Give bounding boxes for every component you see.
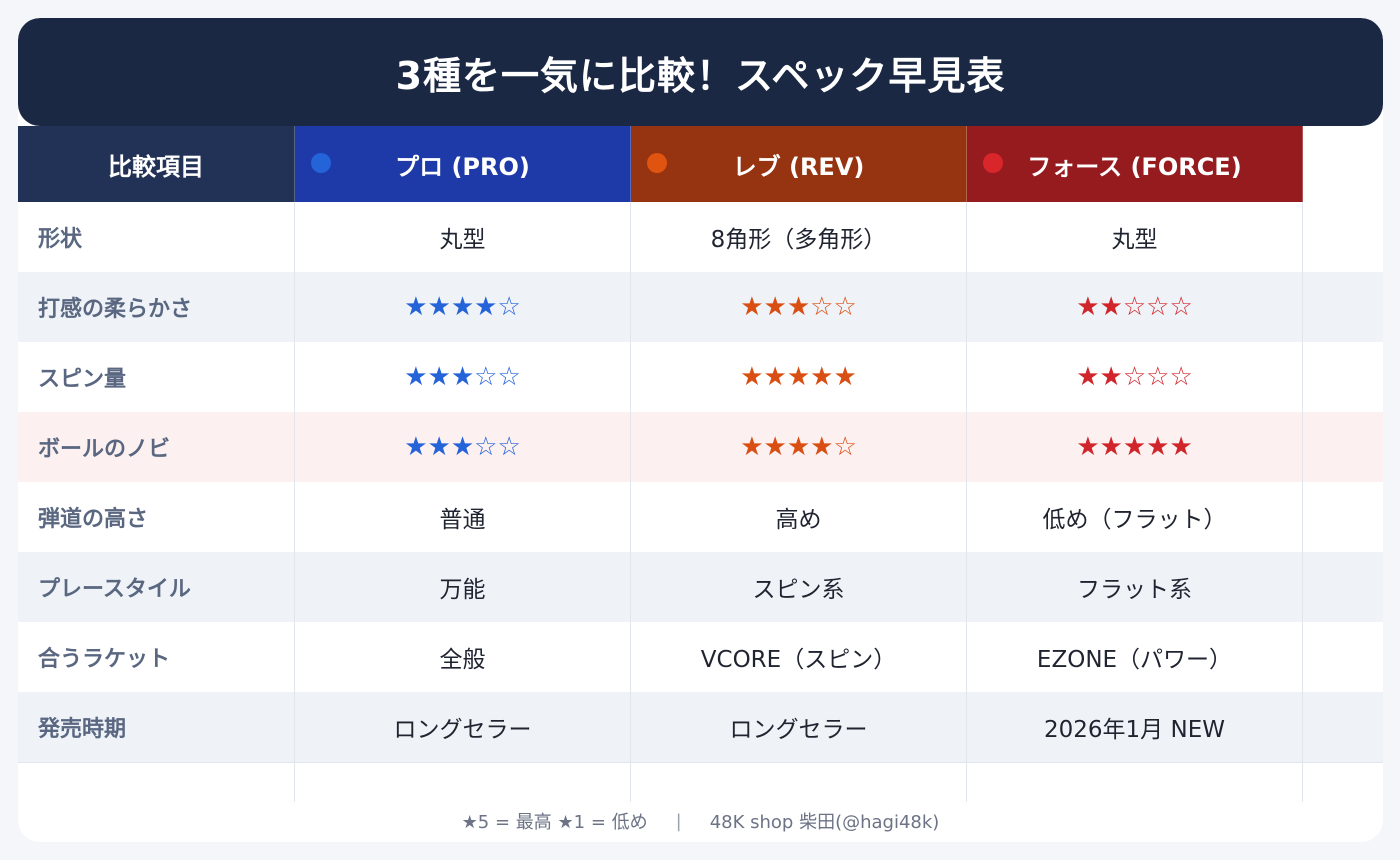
rev-rating: ★★★★☆ — [631, 412, 967, 482]
table-row-trajectory: 弾道の高さ 普通 高め 低め（フラット） — [18, 482, 1383, 552]
pro-value: 丸型 — [295, 202, 631, 272]
row-label: 打感の柔らかさ — [18, 272, 295, 342]
force-rating: ★★★★★ — [967, 412, 1303, 482]
pro-rating: ★★★☆☆ — [295, 412, 631, 482]
row-label: 合うラケット — [18, 622, 295, 692]
pro-rating: ★★★★☆ — [295, 272, 631, 342]
force-dot-icon — [983, 153, 1003, 173]
pro-value: 万能 — [295, 552, 631, 622]
row-spacer — [1303, 552, 1383, 622]
blank-cell — [967, 762, 1303, 802]
header-rev-label: レブ (REV) — [732, 152, 865, 181]
rev-stars-icon: ★★★★☆ — [740, 432, 857, 462]
row-spacer — [1303, 692, 1383, 762]
rev-stars-icon: ★★★☆☆ — [740, 292, 857, 322]
pro-stars-icon: ★★★☆☆ — [404, 362, 521, 392]
header-rev: レブ (REV) — [631, 126, 967, 202]
header-force-label: フォース (FORCE) — [1027, 152, 1242, 181]
row-spacer — [1303, 342, 1383, 412]
spec-comparison-card: 3種を一気に比較！スペック早見表 比較項目 プロ (PRO) レブ (REV) … — [18, 18, 1383, 842]
rev-value: スピン系 — [631, 552, 967, 622]
force-rating: ★★☆☆☆ — [967, 342, 1303, 412]
force-stars-icon: ★★☆☆☆ — [1076, 292, 1193, 322]
footer: ★5 = 最高 ★1 = 低め | 48K shop 柴田(@hagi48k) — [18, 806, 1383, 836]
rev-dot-icon — [647, 153, 667, 173]
pro-value: 全般 — [295, 622, 631, 692]
comparison-table: 比較項目 プロ (PRO) レブ (REV) フォース (FORCE) 形状 丸… — [18, 126, 1383, 802]
rev-rating: ★★★★★ — [631, 342, 967, 412]
row-label: 弾道の高さ — [18, 482, 295, 552]
force-value: 丸型 — [967, 202, 1303, 272]
pro-stars-icon: ★★★☆☆ — [404, 432, 521, 462]
row-spacer — [1303, 622, 1383, 692]
pro-dot-icon — [311, 153, 331, 173]
rev-value: ロングセラー — [631, 692, 967, 762]
header-label: 比較項目 — [18, 126, 295, 202]
rev-rating: ★★★☆☆ — [631, 272, 967, 342]
table-row-spin: スピン量 ★★★☆☆ ★★★★★ ★★☆☆☆ — [18, 342, 1383, 412]
force-value: EZONE（パワー） — [967, 622, 1303, 692]
pro-rating: ★★★☆☆ — [295, 342, 631, 412]
shop-credit: 48K shop 柴田(@hagi48k) — [709, 812, 940, 833]
header-pro: プロ (PRO) — [295, 126, 631, 202]
row-spacer — [1303, 202, 1383, 272]
header-pro-label: プロ (PRO) — [395, 152, 530, 181]
rev-value: 高め — [631, 482, 967, 552]
blank-cell — [295, 762, 631, 802]
title-bar: 3種を一気に比較！スペック早見表 — [18, 18, 1383, 126]
row-label: プレースタイル — [18, 552, 295, 622]
force-value: フラット系 — [967, 552, 1303, 622]
pro-value: ロングセラー — [295, 692, 631, 762]
pro-value: 普通 — [295, 482, 631, 552]
table-blank-row — [18, 762, 1383, 802]
row-label: 発売時期 — [18, 692, 295, 762]
row-spacer — [1303, 482, 1383, 552]
table-row-ball-carry: ボールのノビ ★★★☆☆ ★★★★☆ ★★★★★ — [18, 412, 1383, 482]
row-label: スピン量 — [18, 342, 295, 412]
header-force: フォース (FORCE) — [967, 126, 1303, 202]
table-row-release: 発売時期 ロングセラー ロングセラー 2026年1月 NEW — [18, 692, 1383, 762]
header-spacer — [1303, 126, 1383, 202]
rev-stars-icon: ★★★★★ — [740, 362, 857, 392]
row-label: ボールのノビ — [18, 412, 295, 482]
rating-legend: ★5 = 最高 ★1 = 低め — [461, 812, 648, 833]
page-title: 3種を一気に比較！スペック早見表 — [395, 53, 1006, 98]
row-spacer — [1303, 272, 1383, 342]
row-spacer — [1303, 412, 1383, 482]
blank-cell — [1303, 762, 1383, 802]
rev-value: VCORE（スピン） — [631, 622, 967, 692]
table-header-row: 比較項目 プロ (PRO) レブ (REV) フォース (FORCE) — [18, 126, 1383, 202]
blank-cell — [18, 762, 295, 802]
blank-cell — [631, 762, 967, 802]
pro-stars-icon: ★★★★☆ — [404, 292, 521, 322]
force-value: 低め（フラット） — [967, 482, 1303, 552]
rev-value: 8角形（多角形） — [631, 202, 967, 272]
footer-separator: | — [675, 810, 682, 832]
table-row-play-style: プレースタイル 万能 スピン系 フラット系 — [18, 552, 1383, 622]
force-stars-icon: ★★☆☆☆ — [1076, 362, 1193, 392]
table-row-shape: 形状 丸型 8角形（多角形） 丸型 — [18, 202, 1383, 272]
force-stars-icon: ★★★★★ — [1076, 432, 1193, 462]
row-label: 形状 — [18, 202, 295, 272]
table-row-softness: 打感の柔らかさ ★★★★☆ ★★★☆☆ ★★☆☆☆ — [18, 272, 1383, 342]
force-value: 2026年1月 NEW — [967, 692, 1303, 762]
table-row-racket: 合うラケット 全般 VCORE（スピン） EZONE（パワー） — [18, 622, 1383, 692]
force-rating: ★★☆☆☆ — [967, 272, 1303, 342]
